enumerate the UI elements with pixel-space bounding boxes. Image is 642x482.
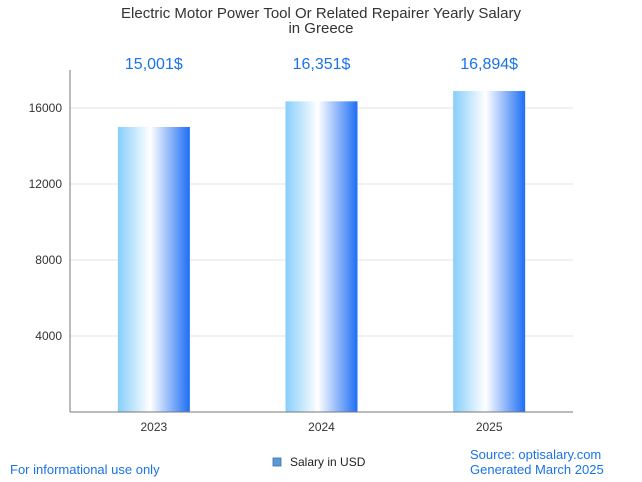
- y-axis-ticks: 4000 8000 12000 16000: [29, 101, 63, 343]
- bar-2025: [453, 91, 526, 412]
- legend-swatch: [272, 457, 282, 467]
- y-tick-label: 16000: [29, 101, 63, 115]
- value-labels: 15,001$ 16,351$ 16,894$: [125, 56, 518, 73]
- value-label-2025: 16,894$: [460, 56, 518, 73]
- legend-label: Salary in USD: [290, 455, 366, 469]
- bar-2023: [117, 126, 190, 412]
- y-tick-label: 4000: [35, 329, 62, 343]
- x-tick-label-2023: 2023: [140, 420, 167, 434]
- chart-title-line-1: Electric Motor Power Tool Or Related Rep…: [121, 5, 521, 22]
- y-tick-label: 8000: [35, 253, 62, 267]
- bars: [117, 91, 526, 413]
- footer-source: Source: optisalary.com: [470, 447, 601, 462]
- value-label-2023: 15,001$: [125, 56, 183, 73]
- value-label-2024: 16,351$: [293, 56, 351, 73]
- footer-generated: Generated March 2025: [470, 462, 604, 477]
- legend: Salary in USD: [272, 455, 366, 469]
- y-tick-label: 12000: [29, 177, 63, 191]
- bar-2024: [285, 101, 358, 413]
- chart-title-line-2: in Greece: [288, 20, 353, 37]
- footer-disclaimer: For informational use only: [10, 462, 160, 477]
- x-tick-label-2024: 2024: [308, 420, 335, 434]
- x-tick-label-2025: 2025: [476, 420, 503, 434]
- x-axis-ticks: 2023 2024 2025: [140, 420, 502, 434]
